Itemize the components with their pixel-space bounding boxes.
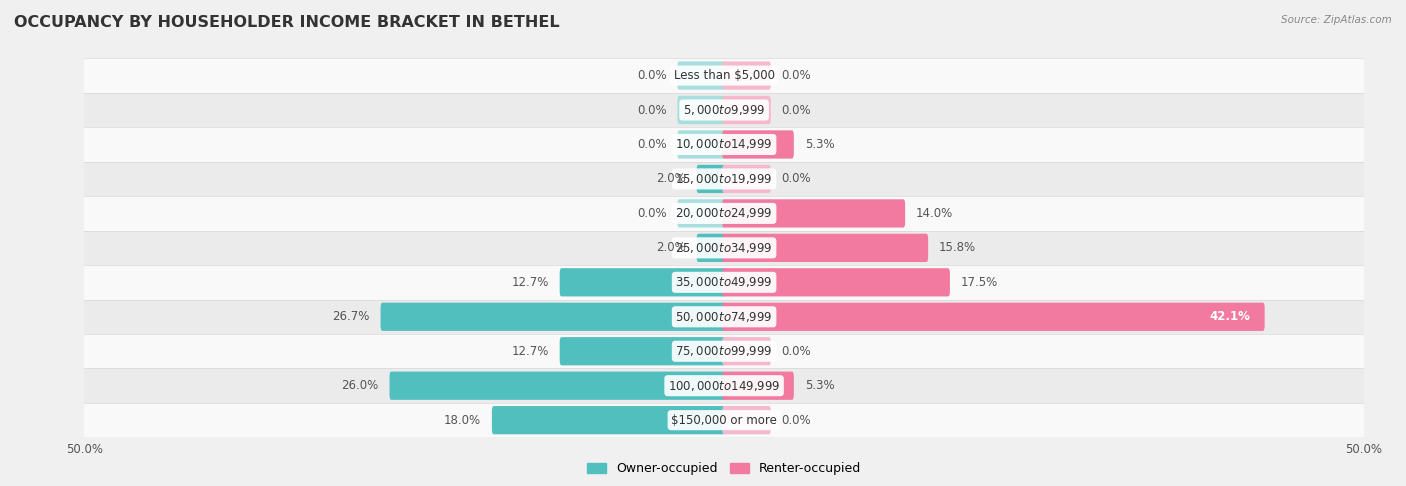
FancyBboxPatch shape [723, 268, 950, 296]
Text: 42.1%: 42.1% [1209, 310, 1250, 323]
FancyBboxPatch shape [678, 61, 725, 90]
Bar [84, 58, 1364, 93]
Text: 18.0%: 18.0% [444, 414, 481, 427]
Text: 2.0%: 2.0% [657, 242, 686, 254]
FancyBboxPatch shape [560, 337, 725, 365]
FancyBboxPatch shape [723, 337, 770, 365]
Text: 0.0%: 0.0% [782, 173, 811, 186]
Text: 26.0%: 26.0% [342, 379, 378, 392]
Bar [84, 162, 1364, 196]
FancyBboxPatch shape [560, 268, 725, 296]
FancyBboxPatch shape [381, 303, 725, 331]
Text: 5.3%: 5.3% [804, 138, 834, 151]
Text: 15.8%: 15.8% [939, 242, 976, 254]
FancyBboxPatch shape [678, 199, 725, 227]
FancyBboxPatch shape [723, 372, 794, 400]
Bar [84, 403, 1364, 437]
Text: $25,000 to $34,999: $25,000 to $34,999 [675, 241, 773, 255]
Text: Less than $5,000: Less than $5,000 [673, 69, 775, 82]
FancyBboxPatch shape [723, 199, 905, 227]
Text: 17.5%: 17.5% [960, 276, 998, 289]
Text: $5,000 to $9,999: $5,000 to $9,999 [683, 103, 765, 117]
Text: 0.0%: 0.0% [782, 345, 811, 358]
FancyBboxPatch shape [492, 406, 725, 434]
Text: $100,000 to $149,999: $100,000 to $149,999 [668, 379, 780, 393]
Text: OCCUPANCY BY HOUSEHOLDER INCOME BRACKET IN BETHEL: OCCUPANCY BY HOUSEHOLDER INCOME BRACKET … [14, 15, 560, 30]
Legend: Owner-occupied, Renter-occupied: Owner-occupied, Renter-occupied [582, 457, 866, 481]
FancyBboxPatch shape [678, 130, 725, 158]
Bar [84, 368, 1364, 403]
Text: 0.0%: 0.0% [782, 414, 811, 427]
FancyBboxPatch shape [723, 406, 770, 434]
FancyBboxPatch shape [389, 372, 725, 400]
Text: Source: ZipAtlas.com: Source: ZipAtlas.com [1281, 15, 1392, 25]
Bar [84, 231, 1364, 265]
FancyBboxPatch shape [723, 165, 770, 193]
Text: 5.3%: 5.3% [804, 379, 834, 392]
Text: 0.0%: 0.0% [637, 207, 666, 220]
FancyBboxPatch shape [723, 234, 928, 262]
Text: $150,000 or more: $150,000 or more [671, 414, 778, 427]
Text: 0.0%: 0.0% [637, 69, 666, 82]
FancyBboxPatch shape [696, 234, 725, 262]
FancyBboxPatch shape [723, 130, 794, 158]
Text: $35,000 to $49,999: $35,000 to $49,999 [675, 276, 773, 289]
Bar [84, 127, 1364, 162]
Text: 14.0%: 14.0% [917, 207, 953, 220]
Text: 0.0%: 0.0% [637, 104, 666, 117]
Text: $50,000 to $74,999: $50,000 to $74,999 [675, 310, 773, 324]
FancyBboxPatch shape [723, 61, 770, 90]
FancyBboxPatch shape [723, 96, 770, 124]
FancyBboxPatch shape [723, 303, 1264, 331]
Bar [84, 265, 1364, 299]
Text: 12.7%: 12.7% [512, 276, 548, 289]
FancyBboxPatch shape [696, 165, 725, 193]
Text: 26.7%: 26.7% [332, 310, 370, 323]
FancyBboxPatch shape [678, 96, 725, 124]
Bar [84, 334, 1364, 368]
Text: 0.0%: 0.0% [782, 69, 811, 82]
Text: $15,000 to $19,999: $15,000 to $19,999 [675, 172, 773, 186]
Bar [84, 93, 1364, 127]
Text: 2.0%: 2.0% [657, 173, 686, 186]
Text: $10,000 to $14,999: $10,000 to $14,999 [675, 138, 773, 152]
Text: 12.7%: 12.7% [512, 345, 548, 358]
Text: 0.0%: 0.0% [782, 104, 811, 117]
Text: $75,000 to $99,999: $75,000 to $99,999 [675, 344, 773, 358]
Bar [84, 299, 1364, 334]
Bar [84, 196, 1364, 231]
Text: $20,000 to $24,999: $20,000 to $24,999 [675, 207, 773, 220]
Text: 0.0%: 0.0% [637, 138, 666, 151]
